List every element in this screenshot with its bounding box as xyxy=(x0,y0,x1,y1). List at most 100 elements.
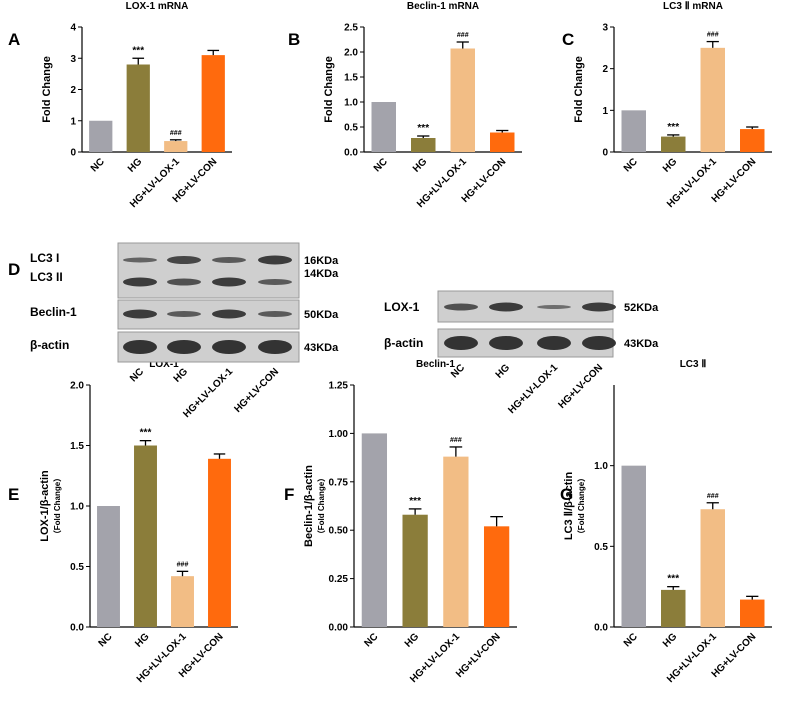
blot-lane-label: HG+LV-CON xyxy=(232,366,281,415)
blot-band xyxy=(537,305,571,309)
y-tick-label: 3 xyxy=(602,23,608,34)
error-bar xyxy=(746,595,759,600)
blot-size-label: 16KDa xyxy=(304,255,339,267)
y-axis-sublabel: （Fold Change） xyxy=(576,474,586,538)
y-tick-label: 0.5 xyxy=(70,562,84,573)
blot-band xyxy=(123,277,157,287)
blot-band xyxy=(258,340,292,354)
y-tick-label: 1.0 xyxy=(344,98,358,109)
panel-letter: A xyxy=(8,30,20,49)
error-bar xyxy=(746,126,759,130)
y-tick-label: 3 xyxy=(70,54,76,65)
error-bar xyxy=(706,502,719,510)
blot-band xyxy=(212,257,246,263)
y-tick-label: 0.00 xyxy=(329,623,349,634)
y-tick-label: 0.50 xyxy=(329,526,349,537)
y-axis-label: Fold Change xyxy=(41,56,53,123)
y-tick-label: 1.5 xyxy=(70,441,84,452)
bar xyxy=(700,509,725,627)
y-tick-label: 4 xyxy=(70,23,76,34)
bar xyxy=(126,64,150,152)
y-axis-sublabel: （Fold Change） xyxy=(316,474,326,538)
chart-title: LOX-1 mRNA xyxy=(126,1,189,12)
blot-band xyxy=(123,257,157,263)
y-tick-label: 0.0 xyxy=(594,623,608,634)
panel-letter: B xyxy=(288,30,300,49)
x-tick-label: HG xyxy=(661,631,680,650)
y-tick-label: 1 xyxy=(602,106,608,117)
blot-band xyxy=(582,302,616,312)
error-bar xyxy=(667,134,680,137)
chart-title: LOX-1 xyxy=(149,359,179,370)
significance: ### xyxy=(177,561,189,568)
blot-band xyxy=(167,278,201,286)
x-tick-label: NC xyxy=(372,156,390,174)
y-tick-label: 0.25 xyxy=(329,574,349,585)
y-tick-label: 0 xyxy=(602,148,608,159)
blot-band xyxy=(167,340,201,354)
blot-size-label: 43KDa xyxy=(624,338,659,350)
error-bar xyxy=(417,135,430,138)
y-axis-sublabel: （Fold Change） xyxy=(52,474,62,538)
bar xyxy=(443,456,469,627)
error-bar xyxy=(176,570,189,577)
blot-band xyxy=(489,336,523,350)
blot-row-label: β-actin xyxy=(30,338,69,352)
x-tick-label: HG xyxy=(126,156,145,175)
blot-row-label: LOX-1 xyxy=(384,300,420,314)
significance: *** xyxy=(132,45,144,56)
bar xyxy=(97,506,120,627)
bar xyxy=(89,120,113,152)
x-tick-label: NC xyxy=(89,156,107,174)
blot-row-label: LC3 I xyxy=(30,251,59,265)
blot-lane-label: NC xyxy=(128,366,146,384)
blot-band xyxy=(212,340,246,354)
blot-row-label: β-actin xyxy=(384,336,423,350)
chart-title: Beclin-1 xyxy=(416,359,455,370)
significance: *** xyxy=(417,123,429,134)
significance: ### xyxy=(707,32,719,39)
blot-band xyxy=(123,309,157,319)
significance: *** xyxy=(409,496,421,507)
chart-title: Beclin-1 mRNA xyxy=(407,1,479,12)
blot-size-label: 52KDa xyxy=(624,302,659,314)
blot-background xyxy=(117,242,300,299)
error-bar xyxy=(169,139,182,142)
x-tick-label: HG xyxy=(661,156,680,175)
bar xyxy=(201,55,225,152)
error-bar xyxy=(408,508,422,515)
bar xyxy=(411,138,436,152)
bar xyxy=(661,589,686,627)
error-bar xyxy=(490,515,503,527)
bar xyxy=(621,465,646,627)
error-bar xyxy=(496,129,509,133)
blot-lane-label: HG+LV-CON xyxy=(556,362,605,411)
x-tick-label: NC xyxy=(362,631,380,649)
bar xyxy=(740,129,765,152)
panel-letter: C xyxy=(562,30,574,49)
blot-band xyxy=(258,255,292,265)
bar xyxy=(700,47,725,153)
chart-title: LC3 Ⅱ xyxy=(680,359,707,370)
y-tick-label: 1.25 xyxy=(329,381,349,392)
bar xyxy=(134,445,157,627)
bar xyxy=(490,132,515,152)
panel-letter: F xyxy=(284,485,294,504)
x-tick-label: NC xyxy=(622,631,640,649)
panel-letter: D xyxy=(8,260,20,279)
y-tick-label: 2 xyxy=(602,64,608,75)
panel-letter: G xyxy=(560,485,573,504)
blot-size-label: 14KDa xyxy=(304,268,339,280)
bar xyxy=(450,48,475,152)
blot-band xyxy=(123,340,157,354)
blot-band xyxy=(444,336,478,350)
y-tick-label: 2.0 xyxy=(344,48,358,59)
significance: *** xyxy=(140,428,152,439)
x-tick-label: HG xyxy=(403,631,422,650)
panel-letter: E xyxy=(8,485,19,504)
blot-row-label: Beclin-1 xyxy=(30,305,77,319)
blot-band xyxy=(212,277,246,287)
y-tick-label: 1.0 xyxy=(70,502,84,513)
blot-row-label: LC3 II xyxy=(30,270,63,284)
